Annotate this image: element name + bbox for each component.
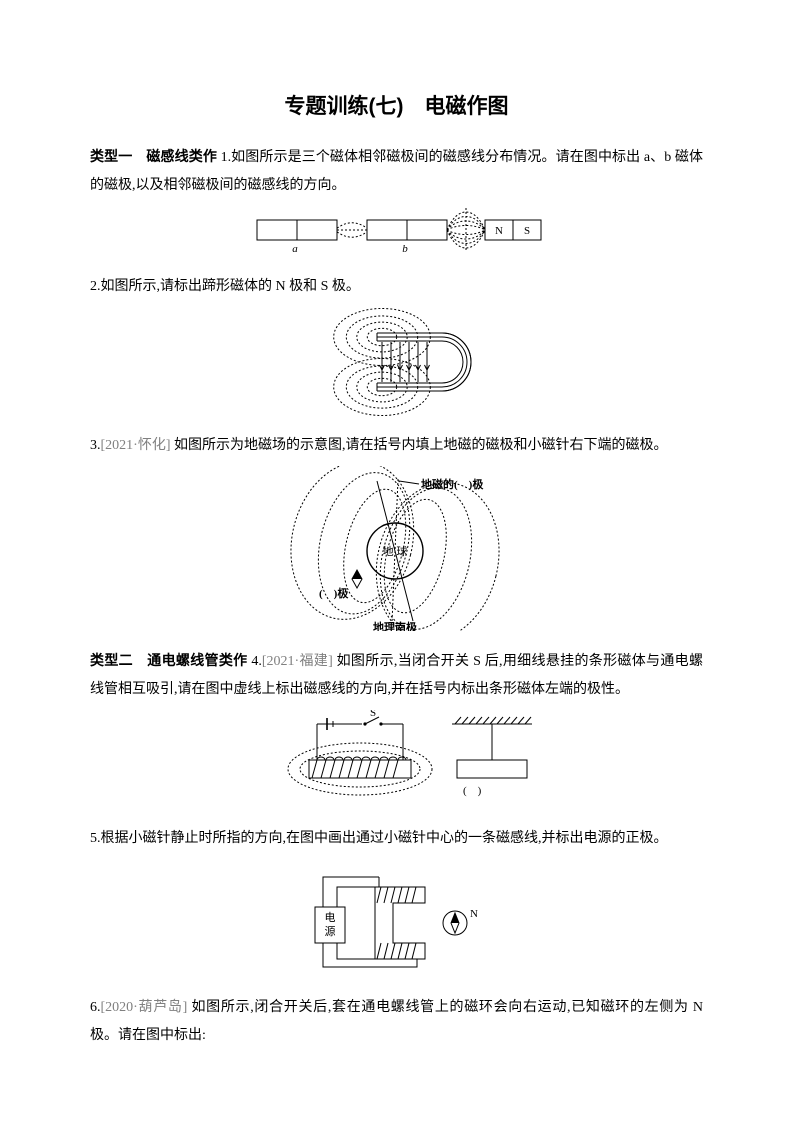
question-2: 2.如图所示,请标出蹄形磁体的 N 极和 S 极。 xyxy=(90,273,703,301)
figure-4: S ( ) xyxy=(90,710,703,815)
figure-5: 电源 N xyxy=(90,859,703,984)
figure-2 xyxy=(90,307,703,422)
svg-text:N: N xyxy=(495,225,503,237)
svg-text:地理南极: 地理南极 xyxy=(373,620,418,631)
q6-prefix: 6. xyxy=(90,1000,101,1015)
question-3: 3.[2021·怀化] 如图所示为地磁场的示意图,请在括号内填上地磁的磁极和小磁… xyxy=(90,432,703,460)
page: 专题训练(七) 电磁作图 类型一 磁感线类作 1.如图所示是三个磁体相邻磁极间的… xyxy=(0,0,793,1116)
q6-tag: [2020·葫芦岛] xyxy=(101,1000,188,1015)
q4-tag: [2021·福建] xyxy=(262,654,333,669)
question-1: 类型一 磁感线类作 1.如图所示是三个磁体相邻磁极间的磁感线分布情况。请在图中标… xyxy=(90,142,703,200)
question-6: 6.[2020·葫芦岛] 如图所示,闭合开关后,套在通电螺线管上的磁环会向右运动… xyxy=(90,994,703,1050)
q3-prefix: 3. xyxy=(90,438,101,453)
svg-text:S: S xyxy=(523,225,529,237)
svg-text:N: N xyxy=(470,908,478,920)
q3-text: 如图所示为地磁场的示意图,请在括号内填上地磁的磁极和小磁针右下端的磁极。 xyxy=(171,438,668,453)
q3-tag: [2021·怀化] xyxy=(101,438,171,453)
svg-text:S: S xyxy=(369,710,375,719)
figure-1: a b N S xyxy=(90,206,703,263)
svg-text:( )极: ( )极 xyxy=(319,586,349,600)
svg-text:地磁的( )极: 地磁的( )极 xyxy=(421,477,484,491)
question-5: 5.根据小磁针静止时所指的方向,在图中画出通过小磁针中心的一条磁感线,并标出电源… xyxy=(90,825,703,853)
category-2-label: 类型二 通电螺线管类作 xyxy=(90,652,248,668)
figure-3: 地 球地磁的( )极地理南极( )极 xyxy=(90,466,703,636)
svg-text:a: a xyxy=(292,243,298,255)
svg-text:b: b xyxy=(402,243,408,255)
svg-text:( ): ( ) xyxy=(463,785,482,797)
category-1-label: 类型一 磁感线类作 xyxy=(90,148,217,164)
svg-text:源: 源 xyxy=(324,924,335,938)
q4-prefix: 4. xyxy=(248,654,262,669)
svg-text:电: 电 xyxy=(324,911,335,924)
question-4: 类型二 通电螺线管类作 4.[2021·福建] 如图所示,当闭合开关 S 后,用… xyxy=(90,646,703,704)
page-title: 专题训练(七) 电磁作图 xyxy=(90,90,703,120)
